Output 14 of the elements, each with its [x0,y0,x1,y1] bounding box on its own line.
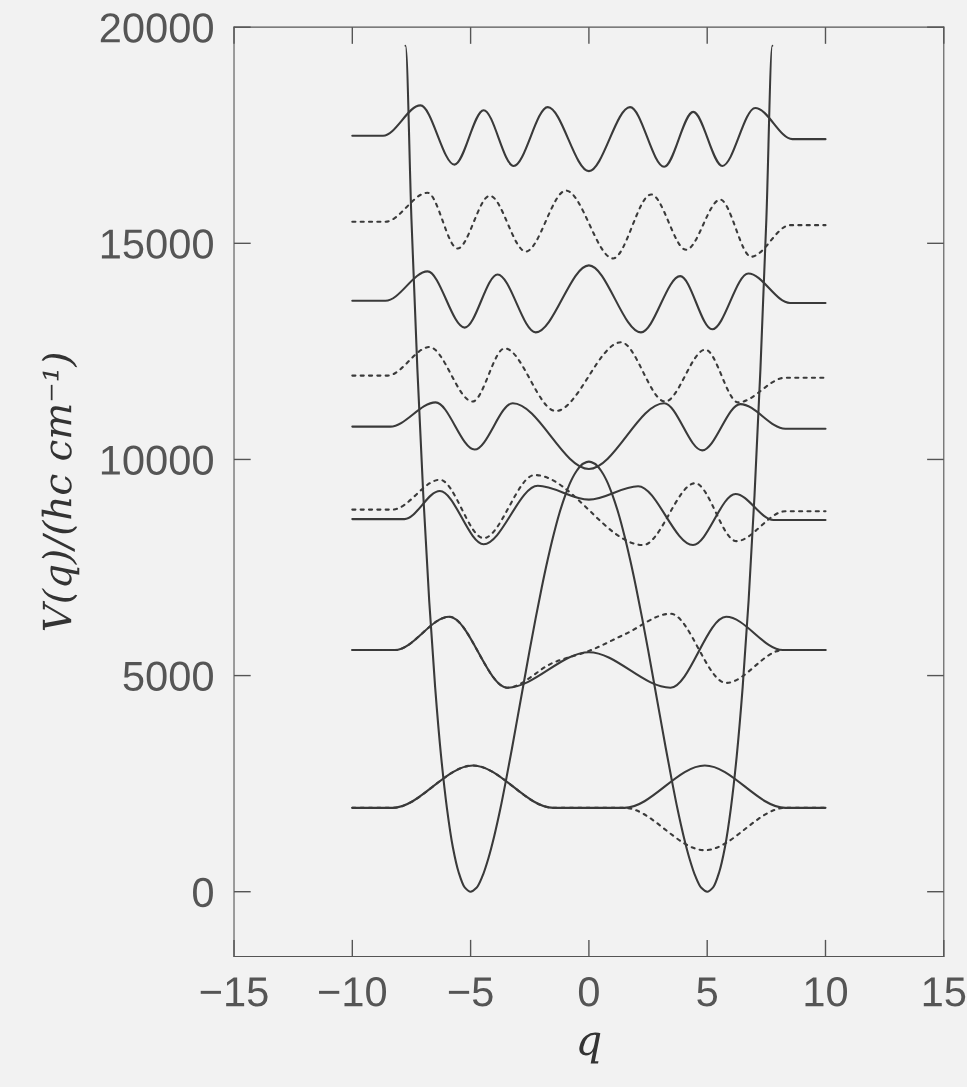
x-tick-label: 10 [805,977,848,1007]
y-axis-title: V(q)/(hc cm⁻¹) [41,353,80,631]
y-tick-label: 20000 [100,13,213,43]
x-tick-label: −5 [448,977,493,1007]
x-tick-label: 15 [923,977,966,1007]
x-axis-title: q [579,1032,601,1064]
y-tick-label: 0 [193,877,213,908]
y-tick-label: 5000 [123,661,213,692]
x-tick-label: −15 [200,977,268,1007]
x-tick-label: 5 [697,977,718,1007]
y-tick-label: 15000 [101,229,213,259]
x-tick-label: −10 [319,977,387,1007]
y-tick-label: 10000 [101,445,213,475]
x-tick-label: 0 [578,977,599,1007]
